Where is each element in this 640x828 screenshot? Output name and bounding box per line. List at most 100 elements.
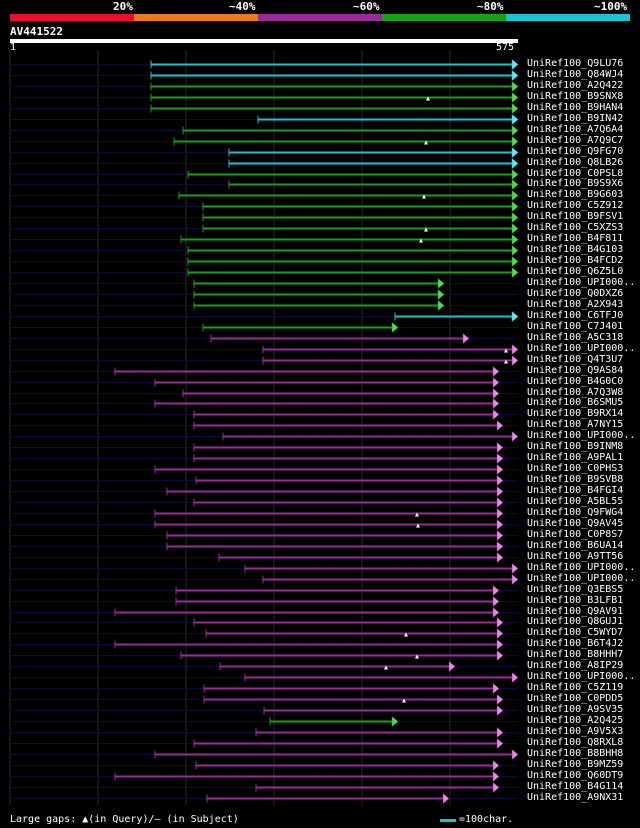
hit-name-link[interactable]: UniRef100_Q9FWG4 — [527, 507, 624, 518]
hit-name-link[interactable]: UniRef100_B9S9X6 — [527, 178, 624, 189]
hit-end-arrow — [511, 91, 519, 104]
hit-name-link[interactable]: UniRef100_A7NY15 — [527, 419, 624, 430]
hit-name-link[interactable]: UniRef100_C5Z119 — [527, 682, 624, 693]
hit-name-link[interactable]: UniRef100_A2X943 — [527, 299, 624, 310]
hit-end-arrow — [496, 627, 504, 640]
hit-name-link[interactable]: UniRef100_A5C318 — [527, 332, 624, 343]
hit-name-link[interactable]: UniRef100_B8BHH8 — [527, 748, 624, 759]
hit-end-arrow — [511, 671, 519, 684]
hit-end-arrow — [496, 551, 504, 564]
hit-name-link[interactable]: UniRef100_B4FGI4 — [527, 485, 624, 496]
query-start-label: 1 — [10, 42, 17, 53]
hit-name-link[interactable]: UniRef100_B9SVB8 — [527, 474, 624, 485]
hit-name-link[interactable]: UniRef100_Q9LU76 — [527, 58, 624, 69]
hit-name-link[interactable]: UniRef100_C0PSL8 — [527, 168, 624, 179]
hit-name-link[interactable]: UniRef100_A7Q9C7 — [527, 135, 624, 146]
hit-name-link[interactable]: UniRef100_Q9AV91 — [527, 606, 624, 617]
hit-name-link[interactable]: UniRef100_B9INM8 — [527, 441, 624, 452]
hit-name-link[interactable]: UniRef100_B9HAN4 — [527, 102, 624, 113]
hit-end-arrow — [496, 419, 504, 432]
hit-name-link[interactable]: UniRef100_B4G114 — [527, 781, 624, 792]
hit-name-link[interactable]: UniRef100_UPI000.. — [527, 562, 636, 573]
gap-legend-text: Large gaps: ▲(in Query)/– (in Subject) — [10, 814, 239, 825]
gap-marker — [415, 654, 419, 659]
hit-name-link[interactable]: UniRef100_Q9FG70 — [527, 146, 624, 157]
hit-end-arrow — [492, 397, 500, 410]
hit-end-arrow — [511, 102, 519, 115]
hit-name-link[interactable]: UniRef100_Q9AS84 — [527, 365, 624, 376]
hit-name-link[interactable]: UniRef100_Q4T3U7 — [527, 354, 624, 365]
hit-name-link[interactable]: UniRef100_A7Q6A4 — [527, 124, 624, 135]
hit-end-arrow — [496, 737, 504, 750]
hit-name-link[interactable]: UniRef100_Q60DT9 — [527, 770, 624, 781]
query-end-label: 575 — [496, 42, 515, 53]
hit-name-link[interactable]: UniRef100_A9V5X3 — [527, 726, 624, 737]
hit-name-link[interactable]: UniRef100_B9MZ59 — [527, 759, 624, 770]
hit-end-arrow — [511, 178, 519, 191]
hit-end-arrow — [462, 332, 470, 345]
hit-name-link[interactable]: UniRef100_Q8LB26 — [527, 157, 624, 168]
hit-name-link[interactable]: UniRef100_Q0DXZ6 — [527, 288, 624, 299]
hit-name-link[interactable]: UniRef100_B9IN42 — [527, 113, 624, 124]
hit-end-arrow — [511, 354, 519, 367]
hit-name-link[interactable]: UniRef100_A2Q425 — [527, 715, 624, 726]
hit-name-link[interactable]: UniRef100_Q8GUJ1 — [527, 616, 624, 627]
hit-name-link[interactable]: UniRef100_B6T4J2 — [527, 638, 624, 649]
hit-name-link[interactable]: UniRef100_UPI000.. — [527, 430, 636, 441]
hit-name-link[interactable]: UniRef100_Q6Z5L0 — [527, 266, 624, 277]
hit-name-link[interactable]: UniRef100_A7Q3W8 — [527, 387, 624, 398]
hit-name-link[interactable]: UniRef100_C0PHS3 — [527, 463, 624, 474]
gap-marker — [504, 359, 508, 364]
hit-end-arrow — [496, 529, 504, 542]
hit-name-link[interactable]: UniRef100_UPI000.. — [527, 343, 636, 354]
hit-end-arrow — [496, 693, 504, 706]
gap-marker — [415, 512, 419, 517]
hit-name-link[interactable]: UniRef100_A9NX31 — [527, 792, 624, 803]
hit-name-link[interactable]: UniRef100_B9FSV1 — [527, 211, 624, 222]
hit-end-arrow — [496, 649, 504, 662]
hit-name-link[interactable]: UniRef100_C5Z912 — [527, 200, 624, 211]
hit-name-link[interactable]: UniRef100_C5WYD7 — [527, 627, 624, 638]
hit-name-link[interactable]: UniRef100_UPI000.. — [527, 573, 636, 584]
hit-name-link[interactable]: UniRef100_B9SNX8 — [527, 91, 624, 102]
hit-name-link[interactable]: UniRef100_Q84WJ4 — [527, 69, 624, 80]
hit-name-link[interactable]: UniRef100_Q3EBS5 — [527, 584, 624, 595]
hit-end-arrow — [511, 168, 519, 181]
hit-name-link[interactable]: UniRef100_B4G0C0 — [527, 376, 624, 387]
hit-name-link[interactable]: UniRef100_B9G603 — [527, 189, 624, 200]
hit-name-link[interactable]: UniRef100_C0P8S7 — [527, 529, 624, 540]
hit-end-arrow — [496, 474, 504, 487]
hit-end-arrow — [511, 233, 519, 246]
hit-name-link[interactable]: UniRef100_A8IP29 — [527, 660, 624, 671]
hit-name-link[interactable]: UniRef100_B4F811 — [527, 233, 624, 244]
hit-name-link[interactable]: UniRef100_Q8RXL8 — [527, 737, 624, 748]
hit-end-arrow — [496, 704, 504, 717]
hit-name-link[interactable]: UniRef100_B9RX14 — [527, 408, 624, 419]
hit-name-link[interactable]: UniRef100_A9PAL1 — [527, 452, 624, 463]
hit-name-link[interactable]: UniRef100_C5XZS3 — [527, 222, 624, 233]
hit-name-link[interactable]: UniRef100_B4G103 — [527, 244, 624, 255]
hit-end-arrow — [511, 80, 519, 93]
hit-end-arrow — [511, 222, 519, 235]
hit-name-link[interactable]: UniRef100_C6TFJ0 — [527, 310, 624, 321]
hit-name-link[interactable]: UniRef100_UPI000.. — [527, 671, 636, 682]
hit-name-link[interactable]: UniRef100_B6SMU5 — [527, 397, 624, 408]
hit-name-link[interactable]: UniRef100_B3LFB1 — [527, 595, 624, 606]
hit-name-link[interactable]: UniRef100_A2Q422 — [527, 80, 624, 91]
hit-name-link[interactable]: UniRef100_B4FCD2 — [527, 255, 624, 266]
gap-marker — [384, 665, 388, 670]
hit-name-link[interactable]: UniRef100_B6UA14 — [527, 540, 624, 551]
hit-name-link[interactable]: UniRef100_A9SV35 — [527, 704, 624, 715]
hit-name-link[interactable]: UniRef100_B8HHH7 — [527, 649, 624, 660]
hit-name-link[interactable]: UniRef100_A9TT56 — [527, 551, 624, 562]
hit-name-link[interactable]: UniRef100_Q9AV45 — [527, 518, 624, 529]
hit-end-arrow — [496, 496, 504, 509]
hit-end-arrow — [492, 781, 500, 794]
hit-name-link[interactable]: UniRef100_UPI000.. — [527, 277, 636, 288]
hit-name-link[interactable]: UniRef100_C7J401 — [527, 321, 624, 332]
hit-name-link[interactable]: UniRef100_C0PDD5 — [527, 693, 624, 704]
hit-name-link[interactable]: UniRef100_A5BL55 — [527, 496, 624, 507]
legend-swatch-100 — [506, 14, 630, 21]
legend-label-40: ~40% — [229, 0, 256, 13]
hit-end-arrow — [511, 58, 519, 71]
